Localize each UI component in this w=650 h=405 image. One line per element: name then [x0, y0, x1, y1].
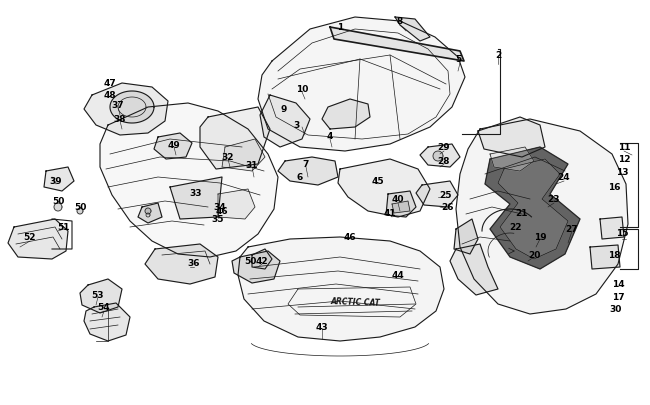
Text: 11: 11 [618, 143, 630, 152]
Polygon shape [100, 104, 278, 257]
Text: 2: 2 [495, 50, 501, 60]
Text: 25: 25 [440, 191, 452, 200]
Text: 49: 49 [168, 141, 181, 150]
Text: 19: 19 [534, 233, 546, 242]
Text: 3: 3 [293, 120, 299, 129]
Text: 16: 16 [608, 183, 620, 192]
Polygon shape [590, 245, 620, 269]
Text: 36: 36 [188, 259, 200, 268]
Text: 15: 15 [616, 229, 629, 238]
Text: 50: 50 [244, 257, 256, 266]
Polygon shape [154, 134, 192, 160]
Polygon shape [110, 92, 154, 124]
Polygon shape [322, 100, 370, 130]
Text: 5: 5 [455, 55, 461, 64]
Text: 10: 10 [296, 85, 308, 94]
Text: 46: 46 [344, 233, 356, 242]
Polygon shape [600, 217, 624, 239]
Text: 40: 40 [392, 195, 404, 204]
Text: 9: 9 [281, 105, 287, 114]
Text: 28: 28 [437, 157, 450, 166]
Text: 53: 53 [92, 291, 104, 300]
Polygon shape [395, 18, 430, 42]
Polygon shape [170, 177, 222, 220]
Polygon shape [238, 237, 444, 341]
Polygon shape [420, 145, 460, 168]
Text: 43: 43 [316, 323, 328, 332]
Text: 21: 21 [515, 209, 528, 218]
Text: 46: 46 [216, 207, 228, 216]
Text: 17: 17 [612, 293, 624, 302]
Text: 29: 29 [437, 143, 450, 152]
Text: 44: 44 [391, 271, 404, 280]
Polygon shape [258, 18, 465, 151]
Text: 52: 52 [24, 233, 36, 242]
Text: 30: 30 [610, 305, 622, 314]
Text: ARCTIC CAT: ARCTIC CAT [330, 296, 380, 307]
Polygon shape [44, 168, 74, 192]
Polygon shape [490, 148, 534, 172]
Text: 35: 35 [212, 215, 224, 224]
Text: 32: 32 [222, 153, 234, 162]
Polygon shape [454, 220, 478, 254]
Text: 42: 42 [255, 257, 268, 266]
Polygon shape [8, 220, 68, 259]
Polygon shape [433, 151, 443, 162]
Text: 6: 6 [297, 173, 303, 182]
Text: 22: 22 [510, 223, 522, 232]
Text: 23: 23 [548, 195, 560, 204]
Text: 54: 54 [98, 303, 111, 312]
Text: 12: 12 [618, 155, 630, 164]
Text: 45: 45 [372, 177, 384, 186]
Text: 48: 48 [104, 91, 116, 100]
Text: 41: 41 [384, 209, 396, 218]
Text: 13: 13 [616, 168, 629, 177]
Text: 39: 39 [49, 177, 62, 186]
Polygon shape [450, 244, 498, 295]
Text: 1: 1 [337, 23, 343, 32]
Text: 51: 51 [58, 223, 70, 232]
Text: 18: 18 [608, 251, 620, 260]
Text: 31: 31 [246, 161, 258, 170]
Text: 27: 27 [566, 225, 578, 234]
Polygon shape [485, 148, 580, 269]
Text: 33: 33 [190, 189, 202, 198]
Polygon shape [222, 140, 265, 172]
Text: 24: 24 [558, 173, 570, 182]
Polygon shape [252, 249, 272, 269]
Polygon shape [84, 84, 168, 136]
Polygon shape [478, 118, 545, 158]
Polygon shape [54, 203, 62, 211]
Polygon shape [278, 158, 338, 185]
Polygon shape [200, 108, 270, 170]
Text: 20: 20 [528, 251, 540, 260]
Text: 38: 38 [114, 115, 126, 124]
Polygon shape [232, 252, 280, 284]
Polygon shape [392, 202, 410, 213]
Text: 50: 50 [52, 197, 64, 206]
Polygon shape [456, 120, 628, 314]
Text: 14: 14 [612, 280, 624, 289]
Polygon shape [145, 209, 151, 215]
Polygon shape [80, 279, 122, 313]
Text: 50: 50 [74, 203, 86, 212]
Text: 34: 34 [214, 203, 226, 212]
Text: 47: 47 [103, 79, 116, 88]
Polygon shape [498, 160, 568, 259]
Polygon shape [330, 28, 464, 62]
Text: 4: 4 [327, 132, 333, 141]
Polygon shape [416, 181, 458, 207]
Text: 37: 37 [112, 101, 124, 110]
Text: 26: 26 [442, 203, 454, 212]
Polygon shape [77, 209, 83, 215]
Text: 8: 8 [397, 17, 403, 26]
Polygon shape [138, 203, 162, 224]
Polygon shape [338, 160, 430, 217]
Polygon shape [218, 190, 255, 220]
Polygon shape [145, 244, 218, 284]
Text: 7: 7 [303, 160, 309, 169]
Polygon shape [386, 192, 416, 217]
Polygon shape [84, 303, 130, 341]
Polygon shape [260, 96, 310, 148]
